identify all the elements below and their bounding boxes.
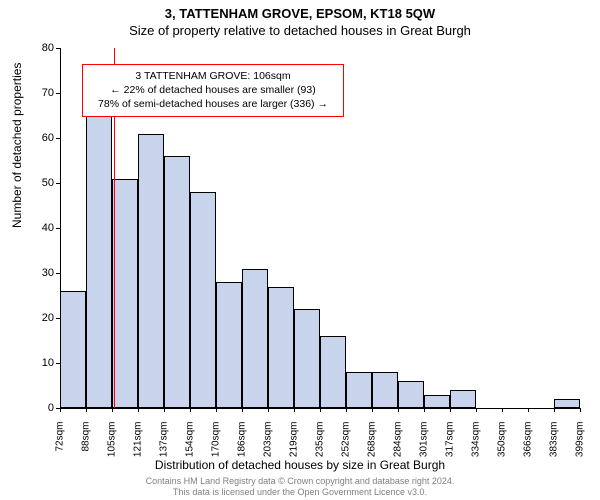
y-tick-label: 30 — [24, 267, 54, 279]
y-axis-label: Number of detached properties — [10, 63, 24, 228]
y-tick-label: 20 — [24, 312, 54, 324]
x-tick-label: 301sqm — [419, 422, 430, 462]
bar — [320, 336, 346, 408]
x-axis-label: Distribution of detached houses by size … — [0, 458, 600, 472]
bar — [242, 269, 268, 409]
x-tick-label: 383sqm — [549, 422, 560, 462]
annotation-line: 3 TATTENHAM GROVE: 106sqm — [91, 69, 335, 83]
x-tick-label: 235sqm — [315, 422, 326, 462]
y-tick-label: 0 — [24, 402, 54, 414]
bar — [216, 282, 242, 408]
annotation-box: 3 TATTENHAM GROVE: 106sqm← 22% of detach… — [82, 64, 344, 117]
y-tick-label: 10 — [24, 357, 54, 369]
x-tick-label: 154sqm — [185, 422, 196, 462]
bar — [268, 287, 294, 409]
bar — [372, 372, 398, 408]
x-tick-label: 72sqm — [55, 422, 66, 462]
x-tick-label: 399sqm — [575, 422, 586, 462]
x-tick-label: 350sqm — [497, 422, 508, 462]
bar — [294, 309, 320, 408]
x-tick-label: 186sqm — [237, 422, 248, 462]
x-tick-label: 334sqm — [471, 422, 482, 462]
footer-line-1: Contains HM Land Registry data © Crown c… — [0, 476, 600, 487]
bar — [424, 395, 450, 409]
plot-area: 3 TATTENHAM GROVE: 106sqm← 22% of detach… — [60, 48, 580, 408]
annotation-line: 78% of semi-detached houses are larger (… — [91, 97, 335, 111]
x-tick-label: 121sqm — [133, 422, 144, 462]
bar — [554, 399, 580, 408]
chart-title: Size of property relative to detached ho… — [0, 21, 600, 42]
bar — [60, 291, 86, 408]
x-tick-label: 219sqm — [289, 422, 300, 462]
y-tick-label: 80 — [24, 42, 54, 54]
footer-line-2: This data is licensed under the Open Gov… — [0, 487, 600, 498]
x-tick-label: 203sqm — [263, 422, 274, 462]
bar — [450, 390, 476, 408]
bar — [190, 192, 216, 408]
bar — [86, 107, 112, 409]
bar — [346, 372, 372, 408]
annotation-line: ← 22% of detached houses are smaller (93… — [91, 83, 335, 97]
y-tick-label: 70 — [24, 87, 54, 99]
x-tick-label: 252sqm — [341, 422, 352, 462]
x-tick-label: 268sqm — [367, 422, 378, 462]
footer-attribution: Contains HM Land Registry data © Crown c… — [0, 476, 600, 498]
x-tick-label: 366sqm — [523, 422, 534, 462]
x-tick-label: 137sqm — [159, 422, 170, 462]
y-tick-label: 50 — [24, 177, 54, 189]
super-title: 3, TATTENHAM GROVE, EPSOM, KT18 5QW — [0, 0, 600, 21]
chart-container: 3, TATTENHAM GROVE, EPSOM, KT18 5QW Size… — [0, 0, 600, 500]
x-tick-label: 105sqm — [107, 422, 118, 462]
x-tick-label: 170sqm — [211, 422, 222, 462]
y-tick-label: 60 — [24, 132, 54, 144]
bar — [164, 156, 190, 408]
y-tick-label: 40 — [24, 222, 54, 234]
x-tick-label: 88sqm — [81, 422, 92, 462]
x-tick-label: 284sqm — [393, 422, 404, 462]
bar — [398, 381, 424, 408]
bar — [112, 179, 138, 409]
bar — [138, 134, 164, 409]
x-tick-label: 317sqm — [445, 422, 456, 462]
